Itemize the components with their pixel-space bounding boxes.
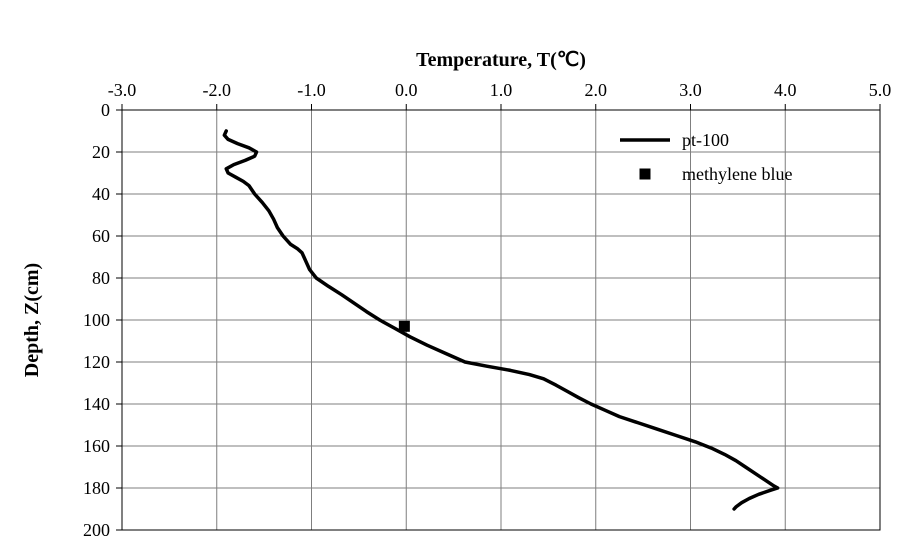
x-tick-label: -2.0 <box>203 80 232 100</box>
x-tick-label: 5.0 <box>869 80 892 100</box>
y-tick-label: 160 <box>83 436 110 456</box>
x-tick-label: 3.0 <box>679 80 702 100</box>
y-axis-title: Depth, Z(cm) <box>21 263 43 377</box>
legend-label: methylene blue <box>682 164 792 184</box>
y-tick-label: 140 <box>83 394 110 414</box>
y-tick-label: 200 <box>83 520 110 540</box>
y-tick-label: 40 <box>92 184 110 204</box>
y-tick-label: 120 <box>83 352 110 372</box>
series-marker-1 <box>399 321 410 332</box>
legend-sample-marker <box>640 169 651 180</box>
y-tick-label: 180 <box>83 478 110 498</box>
x-axis-title: Temperature, T(℃) <box>416 49 586 71</box>
y-tick-label: 20 <box>92 142 110 162</box>
y-tick-label: 60 <box>92 226 110 246</box>
x-tick-label: 2.0 <box>585 80 608 100</box>
x-tick-label: -3.0 <box>108 80 137 100</box>
chart-svg: -3.0 -2.0 -1.0 0.0 1.0 2.0 3.0 4.0 5.0 Temperatur… <box>0 0 910 560</box>
y-tick-label: 80 <box>92 268 110 288</box>
x-tick-label: -1.0 <box>297 80 326 100</box>
y-tick-label: 100 <box>83 310 110 330</box>
x-tick-label: 0.0 <box>395 80 418 100</box>
x-tick-label: 4.0 <box>774 80 797 100</box>
temperature-depth-chart: -3.0 -2.0 -1.0 0.0 1.0 2.0 3.0 4.0 5.0 Temperatur… <box>0 0 910 560</box>
y-tick-label: 0 <box>101 100 110 120</box>
x-tick-label: 1.0 <box>490 80 513 100</box>
legend-label: pt-100 <box>682 130 729 150</box>
